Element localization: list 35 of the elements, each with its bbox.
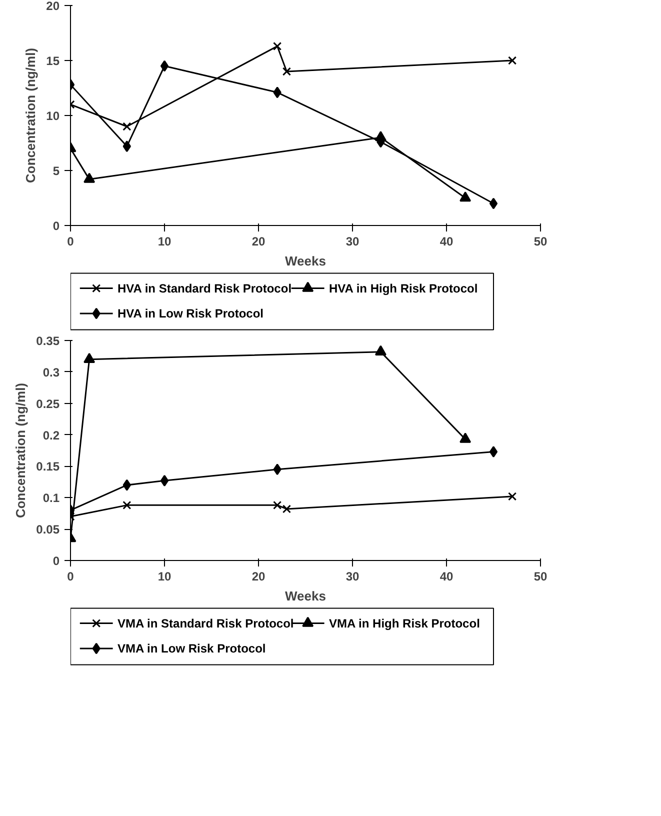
x-tick-label: 0 bbox=[67, 570, 74, 584]
y-tick-label: 10 bbox=[46, 109, 60, 123]
y-tick-label: 0.2 bbox=[42, 428, 60, 442]
x-tick-label: 20 bbox=[252, 234, 266, 248]
y-tick-label: 0.15 bbox=[36, 460, 60, 474]
y-tick-label: 0.05 bbox=[36, 522, 60, 537]
x-tick-label: 40 bbox=[440, 234, 454, 248]
x-tick-label: 30 bbox=[346, 234, 360, 248]
x-axis-title: Weeks bbox=[285, 254, 326, 268]
x-tick-label: 50 bbox=[534, 234, 548, 248]
x-axis-title: Weeks bbox=[285, 588, 326, 604]
y-tick-label: 15 bbox=[46, 54, 60, 68]
legend-label: VMA in Low Risk Protocol bbox=[118, 642, 266, 656]
y-axis-title: Concentration (ng/ml) bbox=[23, 48, 38, 184]
y-tick-label: 20 bbox=[46, 0, 60, 13]
x-tick-label: 20 bbox=[252, 570, 266, 584]
y-tick-label: 0.3 bbox=[42, 365, 60, 380]
x-tick-label: 50 bbox=[534, 570, 548, 584]
x-tick-label: 30 bbox=[346, 570, 360, 584]
x-tick-label: 10 bbox=[158, 234, 172, 248]
y-tick-label: 0.1 bbox=[42, 491, 60, 506]
legend-label: VMA in High Risk Protocol bbox=[329, 616, 480, 630]
y-tick-label: 0 bbox=[52, 554, 60, 568]
y-tick-label: 0.35 bbox=[36, 334, 60, 348]
x-tick-label: 40 bbox=[440, 570, 454, 584]
legend-label: HVA in Low Risk Protocol bbox=[118, 306, 264, 320]
legend-label: VMA in Standard Risk Protocol bbox=[118, 616, 294, 630]
legend-label: HVA in High Risk Protocol bbox=[329, 281, 478, 296]
y-axis-title: Concentration (ng/ml) bbox=[13, 382, 28, 518]
y-tick-label: 5 bbox=[52, 164, 60, 178]
x-tick-label: 10 bbox=[158, 570, 172, 584]
legend-label: HVA in Standard Risk Protocol bbox=[118, 281, 292, 296]
y-tick-label: 0 bbox=[52, 219, 60, 233]
y-tick-label: 0.25 bbox=[36, 396, 60, 411]
x-tick-label: 0 bbox=[67, 234, 74, 248]
